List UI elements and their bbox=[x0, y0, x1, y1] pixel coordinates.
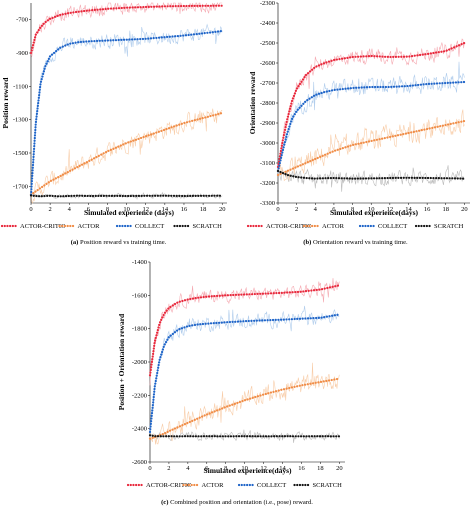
x-tick-label: 4 bbox=[186, 465, 190, 472]
caption-a-tag: (a) bbox=[71, 239, 79, 246]
legend-label-scratch: SCRATCH bbox=[193, 223, 223, 230]
y-tick-label: -2300 bbox=[260, 0, 275, 7]
raw-trace-collect bbox=[31, 25, 222, 196]
y-tick-label: -1100 bbox=[13, 83, 28, 90]
caption-c: (c) Combined position and orientation (i… bbox=[0, 499, 474, 506]
caption-a-text: Position reward vs training time. bbox=[80, 239, 166, 246]
caption-b-tag: (b) bbox=[303, 239, 311, 246]
series-line-collect bbox=[150, 315, 339, 433]
legend-label-scratch: SCRATCH bbox=[313, 482, 343, 489]
y-tick-label: -2600 bbox=[260, 60, 275, 67]
y-tick-label: -3100 bbox=[260, 160, 275, 167]
legend-label-scratch: SCRATCH bbox=[434, 223, 464, 230]
x-axis-label: Simulated experience (days) bbox=[84, 208, 174, 217]
y-tick-label: -900 bbox=[16, 50, 28, 57]
x-tick-label: 0 bbox=[276, 206, 279, 213]
y-tick-label: -1400 bbox=[132, 259, 147, 266]
x-tick-label: 16 bbox=[298, 465, 305, 472]
y-tick-label: -2900 bbox=[260, 120, 275, 127]
y-tick-label: -2800 bbox=[260, 100, 275, 107]
series-line-collect bbox=[31, 31, 222, 195]
x-tick-label: 16 bbox=[181, 206, 188, 213]
raw-trace-actor-critic bbox=[278, 39, 464, 169]
y-tick-label: -2400 bbox=[260, 20, 275, 27]
y-tick-label: -1800 bbox=[132, 326, 147, 333]
legend-label-collect: COLLECT bbox=[378, 223, 407, 230]
caption-b-text: Orientation reward vs training time. bbox=[313, 239, 408, 246]
y-tick-label: -2600 bbox=[132, 459, 147, 466]
y-tick-label: -700 bbox=[16, 17, 28, 24]
x-tick-label: 0 bbox=[148, 465, 151, 472]
y-axis-label: Position reward bbox=[1, 77, 10, 129]
series-line-actor bbox=[31, 113, 222, 195]
x-tick-label: 20 bbox=[336, 465, 343, 472]
y-tick-label: -2000 bbox=[132, 359, 147, 366]
legend-label-actor: ACTOR bbox=[202, 482, 225, 489]
series-line-actor-critic bbox=[278, 43, 464, 167]
legend-label-actor: ACTOR bbox=[78, 223, 101, 230]
raw-trace-collect bbox=[150, 306, 339, 431]
y-tick-label: -1300 bbox=[13, 117, 28, 124]
legend-label-collect: COLLECT bbox=[257, 482, 286, 489]
series-line-actor bbox=[278, 121, 464, 175]
raw-trace-actor bbox=[278, 110, 464, 181]
x-tick-label: 20 bbox=[461, 206, 468, 213]
x-tick-label: 0 bbox=[29, 206, 32, 213]
x-tick-label: 16 bbox=[424, 206, 431, 213]
caption-a: (a) Position reward vs training time. bbox=[0, 239, 237, 246]
y-axis-label: Position + Orientation reward bbox=[117, 313, 126, 410]
x-axis-label: Simulated experience(days) bbox=[330, 208, 419, 217]
y-tick-label: -3000 bbox=[260, 140, 275, 147]
series-line-collect bbox=[278, 82, 464, 171]
x-tick-label: 4 bbox=[68, 206, 72, 213]
x-tick-label: 2 bbox=[48, 206, 51, 213]
y-tick-label: -2500 bbox=[260, 40, 275, 47]
x-tick-label: 20 bbox=[219, 206, 226, 213]
series-line-scratch bbox=[150, 435, 339, 436]
legend-label-actor: ACTOR bbox=[322, 223, 345, 230]
y-tick-label: -2200 bbox=[132, 392, 147, 399]
x-tick-label: 18 bbox=[200, 206, 207, 213]
series-line-actor-critic bbox=[150, 285, 339, 375]
x-axis-label: Simulated experience(days) bbox=[203, 466, 292, 475]
y-tick-label: -2400 bbox=[132, 426, 147, 433]
y-tick-label: -1600 bbox=[132, 292, 147, 299]
y-tick-label: -1500 bbox=[13, 150, 28, 157]
raw-trace-actor bbox=[31, 109, 222, 203]
x-tick-label: 2 bbox=[167, 465, 170, 472]
x-tick-label: 18 bbox=[443, 206, 450, 213]
raw-trace-collect bbox=[278, 62, 464, 173]
x-tick-label: 18 bbox=[317, 465, 324, 472]
caption-b: (b) Orientation reward vs training time. bbox=[237, 239, 474, 246]
series-line-actor bbox=[150, 379, 339, 439]
raw-trace-actor bbox=[150, 363, 339, 445]
legend-label-collect: COLLECT bbox=[135, 223, 164, 230]
caption-c-tag: (c) bbox=[161, 499, 168, 506]
y-axis-label: Orientation reward bbox=[248, 71, 257, 134]
x-tick-label: 2 bbox=[295, 206, 298, 213]
x-tick-label: 4 bbox=[314, 206, 318, 213]
legend-label-actor-critic: ACTOR-CRITIC bbox=[146, 482, 191, 489]
series-line-scratch bbox=[31, 196, 222, 197]
y-tick-label: -3200 bbox=[260, 180, 275, 187]
y-tick-label: -2700 bbox=[260, 80, 275, 87]
caption-c-text: Combined position and orientation (i.e.,… bbox=[170, 499, 313, 506]
y-tick-label: -3300 bbox=[260, 200, 275, 207]
y-tick-label: -1700 bbox=[13, 183, 28, 190]
chart-panel-2: -2300 -2400 -2500 -2600 -2700 -2800 -2900 -3000… bbox=[248, 0, 470, 230]
